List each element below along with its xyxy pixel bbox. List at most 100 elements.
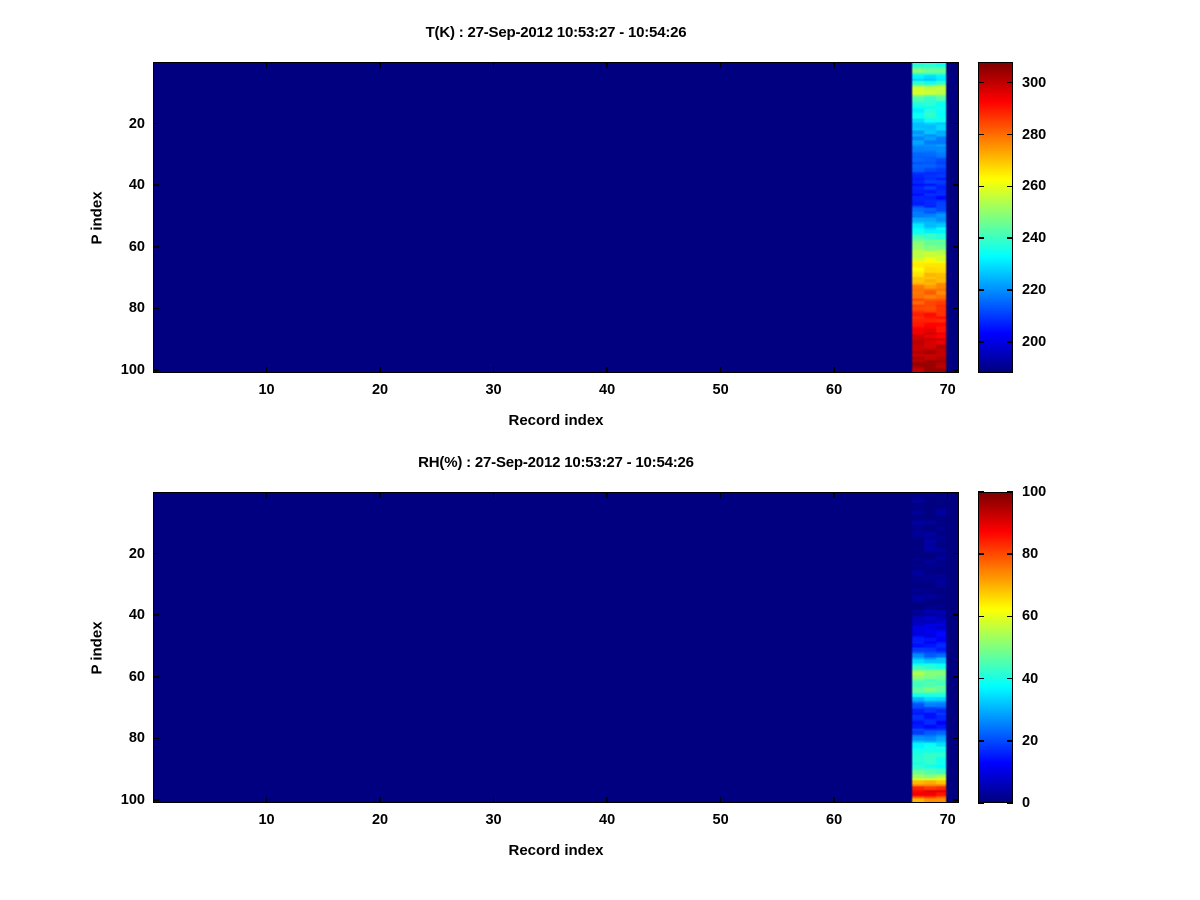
x-tick-mark [492, 797, 495, 803]
x-tick-label: 40 [599, 382, 616, 398]
x-tick-mark [379, 62, 381, 68]
temperature-xaxis-label: Record index [508, 412, 604, 429]
y-tick-label: 100 [120, 791, 145, 808]
temperature-heatmap-axes [153, 62, 959, 373]
colorbar-tick-mark [1007, 615, 1013, 618]
temperature-plot-title: T(K) : 27-Sep-2012 10:53:27 - 10:54:26 [425, 24, 687, 41]
colorbar-tick-label: 260 [1022, 178, 1047, 195]
colorbar-tick-label: 80 [1022, 546, 1039, 563]
y-tick-mark [953, 614, 959, 616]
y-tick-label: 20 [128, 115, 145, 132]
y-tick-mark [153, 122, 159, 125]
y-tick-mark [153, 184, 159, 186]
colorbar-tick-mark [978, 677, 984, 680]
temperature-colorbar [978, 62, 1013, 373]
colorbar-tick-mark [1007, 237, 1013, 239]
humidity-colorbar [978, 492, 1013, 803]
x-tick-label: 20 [371, 812, 389, 828]
colorbar-tick-label: 200 [1022, 333, 1047, 350]
colorbar-tick-mark [978, 133, 984, 136]
x-tick-mark [719, 367, 722, 373]
colorbar-tick-label: 60 [1022, 608, 1039, 625]
colorbar-tick-mark [1007, 133, 1013, 136]
x-tick-label: 60 [826, 812, 843, 828]
y-tick-label: 40 [128, 177, 145, 194]
colorbar-tick-label: 20 [1022, 732, 1039, 749]
colorbar-tick-label: 220 [1022, 282, 1047, 299]
y-tick-mark [153, 614, 159, 616]
x-tick-label: 70 [939, 382, 956, 398]
humidity-xaxis-label: Record index [508, 842, 604, 859]
x-tick-label: 10 [258, 382, 275, 398]
y-tick-mark [953, 676, 959, 678]
colorbar-tick-label: 300 [1022, 74, 1047, 91]
colorbar-tick-mark [978, 615, 984, 618]
colorbar-tick-mark [978, 185, 984, 188]
colorbar-tick-mark [978, 491, 984, 493]
y-tick-label: 100 [120, 361, 145, 378]
x-tick-mark [492, 367, 495, 373]
x-tick-mark [606, 62, 608, 68]
colorbar-tick-mark [978, 341, 984, 343]
y-tick-label: 80 [128, 730, 145, 747]
colorbar-tick-mark [1007, 491, 1013, 493]
x-tick-label: 30 [485, 812, 502, 828]
x-tick-mark [833, 367, 835, 373]
y-tick-mark [953, 122, 959, 125]
temperature-colorbar-gradient [979, 63, 1012, 372]
colorbar-tick-mark [1007, 185, 1013, 188]
x-tick-mark [833, 797, 835, 803]
colorbar-tick-mark [978, 289, 984, 291]
x-tick-label: 40 [599, 812, 616, 828]
colorbar-tick-label: 0 [1022, 795, 1031, 811]
x-tick-label: 70 [939, 812, 956, 828]
y-tick-mark [153, 246, 159, 248]
colorbar-tick-label: 240 [1022, 230, 1047, 247]
x-tick-mark [946, 492, 949, 498]
temperature-heatmap-image [154, 63, 958, 372]
colorbar-tick-mark [978, 81, 984, 84]
humidity-yaxis-label: P index [88, 621, 106, 675]
x-tick-mark [265, 492, 268, 498]
humidity-plot-title: RH(%) : 27-Sep-2012 10:53:27 - 10:54:26 [418, 454, 694, 471]
colorbar-tick-mark [978, 740, 984, 742]
x-tick-mark [265, 62, 268, 68]
x-tick-label: 50 [712, 382, 729, 398]
x-tick-label: 60 [826, 382, 843, 398]
y-tick-label: 80 [128, 300, 145, 317]
x-tick-mark [606, 492, 608, 498]
x-tick-mark [946, 62, 949, 68]
y-tick-mark [953, 246, 959, 248]
humidity-heatmap-image [154, 493, 958, 802]
y-tick-mark [153, 552, 159, 555]
colorbar-tick-mark [978, 553, 984, 555]
temperature-yaxis-label: P index [88, 191, 106, 245]
x-tick-mark [265, 367, 268, 373]
y-tick-mark [953, 799, 959, 801]
colorbar-tick-mark [978, 237, 984, 239]
colorbar-tick-label: 100 [1022, 484, 1047, 500]
y-tick-mark [953, 552, 959, 555]
colorbar-tick-label: 40 [1022, 670, 1039, 687]
colorbar-tick-mark [1007, 341, 1013, 343]
x-tick-mark [719, 797, 722, 803]
y-tick-label: 20 [128, 545, 145, 562]
y-tick-mark [953, 369, 959, 371]
x-tick-label: 10 [258, 812, 275, 828]
x-tick-mark [946, 797, 949, 803]
x-tick-mark [492, 492, 495, 498]
x-tick-mark [833, 492, 835, 498]
x-tick-mark [379, 797, 381, 803]
x-tick-mark [606, 797, 608, 803]
y-tick-mark [953, 184, 959, 186]
y-tick-mark [153, 307, 159, 310]
x-tick-mark [265, 797, 268, 803]
x-tick-label: 50 [712, 812, 729, 828]
colorbar-tick-mark [1007, 740, 1013, 742]
colorbar-tick-mark [1007, 802, 1013, 804]
colorbar-tick-mark [1007, 81, 1013, 84]
humidity-colorbar-gradient [979, 493, 1012, 802]
colorbar-tick-mark [1007, 677, 1013, 680]
humidity-heatmap-axes [153, 492, 959, 803]
